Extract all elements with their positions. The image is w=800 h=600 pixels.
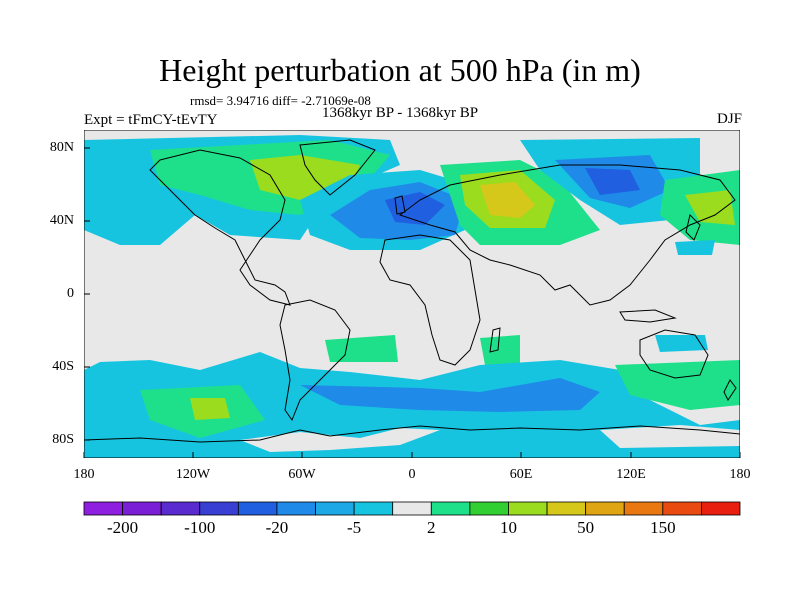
season-label: DJF	[716, 111, 742, 127]
lon-tick-180w: 180	[73, 467, 95, 482]
cyan-region-pacific-small	[675, 240, 715, 255]
lat-tick-40s: 40S	[52, 359, 74, 374]
coastline-north-america	[149, 149, 291, 306]
colorbar-label: -20	[265, 518, 289, 537]
colorbar-label: 2	[427, 518, 436, 537]
colorbar-swatch	[353, 501, 394, 516]
coastline-greenland	[299, 139, 376, 196]
colorbar-label: 150	[650, 518, 676, 537]
colorbar-swatch	[508, 501, 548, 516]
coastlines	[84, 139, 740, 443]
lat-tick-80s: 80S	[52, 432, 74, 447]
colorbar-swatch	[430, 501, 471, 516]
coastline-madagascar	[489, 327, 501, 353]
colorbar-label: -200	[106, 518, 139, 537]
yellow-region-eurasia	[480, 182, 535, 218]
lon-tick-120w: 120W	[175, 467, 211, 482]
coastline-africa	[379, 234, 481, 366]
lat-tick-0: 0	[67, 286, 74, 301]
colorbar-swatch	[199, 501, 239, 516]
lat-tick-80n: 80N	[49, 140, 74, 155]
map-panel	[84, 130, 740, 458]
colorbar-swatch	[315, 501, 355, 516]
darkblue-region-siberia	[585, 168, 640, 195]
green-region-south-indian	[615, 360, 740, 410]
colorbar-swatch	[122, 501, 162, 516]
lon-tick-60e: 60E	[509, 467, 533, 482]
coastline-south-america	[279, 299, 351, 422]
coastline-eurasia	[398, 164, 736, 306]
colorbar-swatch	[546, 501, 587, 516]
lon-tick-120e: 120E	[616, 467, 646, 482]
map-title: Height perturbation at 500 hPa (in m)	[159, 52, 641, 88]
lightgreen-region-south-pacific	[190, 398, 230, 420]
colorbar	[83, 501, 741, 516]
colorbar-swatch	[83, 501, 123, 516]
axis-ticks	[83, 147, 741, 458]
coastline-antarctica	[84, 425, 740, 443]
coastline-new-zealand	[723, 379, 737, 401]
period-label: 1368kyr BP - 1368kyr BP	[322, 105, 479, 121]
blue-region-southern-ocean	[300, 378, 600, 412]
colorbar-swatch	[237, 501, 278, 516]
colorbar-swatch	[469, 501, 509, 516]
coastline-indonesia	[619, 309, 677, 323]
lat-tick-40n: 40N	[49, 213, 74, 228]
lightgreen-region-north-pacific	[685, 190, 735, 225]
coastline-australia	[639, 329, 709, 379]
colorbar-label: -100	[184, 518, 216, 537]
colorbar-swatch	[662, 501, 702, 516]
green-region-south-atlantic	[325, 335, 398, 362]
darkblue-region-europe	[385, 192, 445, 225]
colorbar-swatch	[160, 501, 201, 516]
colorbar-swatch	[392, 501, 432, 516]
lon-tick-0: 0	[408, 467, 416, 482]
experiment-label: Expt = tFmCY-tEvTY	[84, 112, 218, 128]
colorbar-swatch	[585, 501, 625, 516]
lon-tick-60w: 60W	[288, 467, 316, 482]
coastline-uk	[394, 195, 406, 215]
colorbar-swatch	[701, 501, 741, 516]
colorbar-label: -5	[347, 518, 362, 537]
colorbar-label: 10	[499, 518, 517, 537]
colorbar-swatch	[276, 501, 316, 516]
green-region-indian	[480, 335, 520, 365]
coastline-japan	[685, 214, 701, 241]
colorbar-swatch	[623, 501, 664, 516]
grey-region-antarctic	[240, 428, 440, 452]
lon-tick-180e: 180	[729, 467, 751, 482]
colorbar-label: 50	[577, 518, 595, 537]
cyan-region-australia	[655, 335, 708, 352]
stats-label: rmsd= 3.94716 diff= -2.71069e-08	[190, 93, 371, 108]
